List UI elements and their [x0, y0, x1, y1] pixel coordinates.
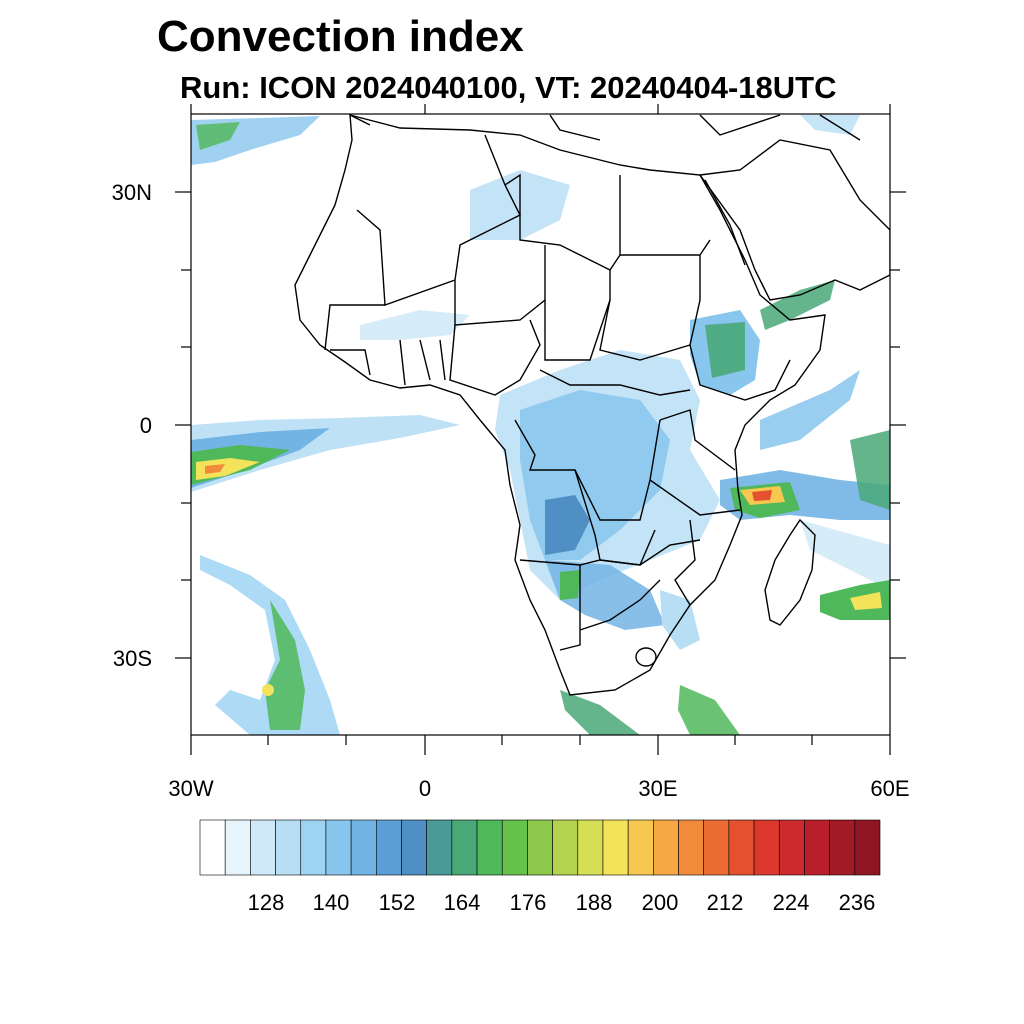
colorbar-label: 188 — [575, 890, 613, 915]
convection-region-ethiopia-core — [705, 322, 745, 378]
colorbar-swatch — [854, 819, 881, 876]
colorbar-swatch — [224, 819, 251, 876]
colorbar-label: 164 — [443, 890, 481, 915]
colorbar-swatch — [375, 819, 402, 876]
colorbar-swatch — [527, 819, 553, 876]
colorbar-swatch — [804, 819, 830, 876]
colorbar-swatch — [602, 819, 629, 876]
colorbar-swatch — [476, 819, 503, 876]
colorbar-swatch — [778, 819, 805, 876]
colorbar-swatch — [753, 819, 780, 876]
lat-label-30s: 30S — [112, 646, 152, 671]
border-drc — [574, 469, 601, 561]
colorbar-label: 236 — [838, 890, 876, 915]
border-great-lakes — [659, 409, 736, 471]
lon-label-60e: 60E — [870, 776, 910, 801]
chart-subtitle: Run: ICON 2024040100, VT: 20240404-18UTC — [180, 70, 837, 105]
convection-region-central-africa-core — [545, 495, 590, 555]
colorbar-swatch — [703, 819, 730, 876]
colorbar-swatch — [451, 819, 478, 876]
lon-label-30w: 30W — [168, 776, 214, 801]
convection-region-eq-atlantic-hot — [196, 458, 260, 480]
colorbar-swatch — [325, 819, 352, 876]
europe-coastline — [349, 114, 861, 141]
border-car — [539, 369, 691, 396]
colorbar-swatch — [199, 819, 226, 876]
border-algeria — [356, 134, 521, 306]
colorbar-swatch — [300, 819, 327, 876]
lat-label-equator: 0 — [139, 413, 152, 438]
colorbar-swatch — [577, 819, 604, 876]
colorbar-swatch — [426, 819, 453, 876]
convection-field — [191, 115, 890, 735]
border-congo — [514, 419, 661, 521]
border-sudan — [599, 255, 701, 361]
border-west-africa — [330, 339, 446, 386]
colorbar-swatch — [627, 819, 654, 876]
colorbar-label: 200 — [641, 890, 679, 915]
chart-title: Convection index — [157, 12, 524, 61]
colorbar-swatch — [678, 819, 705, 876]
convection-region-south-cape — [560, 690, 640, 735]
madagascar-outline — [764, 518, 816, 626]
arabia-outline — [698, 139, 890, 301]
africa-coastline — [294, 114, 826, 696]
border-niger — [454, 245, 546, 326]
border-chad — [544, 270, 611, 361]
colorbar — [199, 819, 881, 876]
border-nigeria — [449, 319, 541, 396]
border-sahel — [324, 304, 385, 351]
red-sea-coast — [704, 179, 746, 266]
colorbar-label: 152 — [378, 890, 416, 915]
convection-region-north-arabia — [800, 115, 860, 135]
colorbar-swatch — [552, 819, 579, 876]
lesotho-outline — [635, 647, 657, 667]
colorbar-swatch — [250, 819, 276, 876]
convection-region-sw-atlantic-core — [265, 600, 305, 730]
border-mozambique — [674, 519, 696, 606]
colorbar-label: 140 — [312, 890, 350, 915]
border-botswana — [579, 579, 661, 631]
colorbar-label: 176 — [509, 890, 547, 915]
border-zambia — [599, 539, 701, 566]
border-egypt — [620, 239, 711, 256]
lon-label-30e: 30E — [638, 776, 678, 801]
colorbar-label: 128 — [247, 890, 285, 915]
map-ticks — [175, 104, 906, 755]
convection-region-east-africa-peak — [752, 490, 772, 501]
colorbar-swatch — [401, 819, 427, 876]
colorbar-swatch — [275, 819, 302, 876]
convection-region-indian-ocean — [760, 370, 860, 450]
colorbar-swatch — [728, 819, 755, 876]
convection-region-indian-ocean-east — [850, 430, 890, 510]
colorbar-label: 212 — [706, 890, 744, 915]
lat-label-30n: 30N — [111, 180, 152, 205]
colorbar-swatch — [829, 819, 856, 876]
country-boundaries — [294, 114, 890, 696]
convection-region-nw-atlantic-core — [196, 122, 240, 150]
convection-region-sw-atlantic-peak — [262, 684, 274, 696]
lon-label-0: 0 — [418, 776, 432, 801]
convection-region-south-indian-hot — [850, 592, 882, 610]
convection-region-southern-africa-core — [560, 570, 580, 600]
colorbar-swatch — [501, 819, 528, 876]
convection-region-eq-atlantic-peak — [205, 464, 225, 474]
colorbar-swatch — [350, 819, 377, 876]
convection-region-south-east-coast — [678, 685, 740, 735]
convection-region-mozambique-channel — [800, 520, 890, 590]
border-namibia — [559, 565, 581, 651]
convection-region-west-africa — [360, 310, 470, 340]
colorbar-label: 224 — [772, 890, 810, 915]
border-ethiopia — [689, 344, 791, 401]
colorbar-swatch — [653, 819, 679, 876]
border-tanzania — [649, 479, 741, 516]
convection-region-horn — [760, 280, 835, 330]
